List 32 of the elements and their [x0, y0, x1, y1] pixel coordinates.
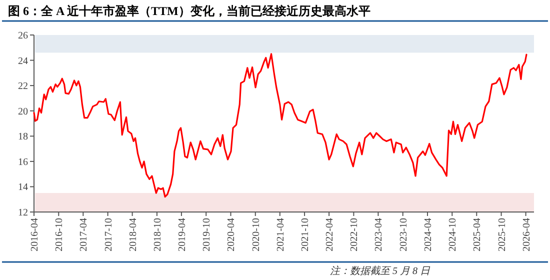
x-tick-label: 2022-04 [324, 218, 336, 252]
y-tick-label: 20 [18, 106, 28, 118]
y-tick-label: 16 [18, 156, 28, 168]
y-tick-label: 14 [18, 182, 28, 194]
x-tick-label: 2017-10 [103, 218, 114, 252]
chart-title: 图 6：全 A 近十年市盈率（TTM）变化，当前已经接近历史最高水平 [8, 4, 370, 18]
x-tick-label: 2016-10 [54, 218, 66, 252]
x-tick-label: 2025-04 [472, 218, 484, 252]
x-tick-label: 2021-10 [300, 218, 312, 252]
x-tick-label: 2018-10 [152, 218, 164, 252]
x-tick-label: 2021-04 [275, 218, 286, 252]
x-tick-label: 2023-10 [398, 218, 410, 252]
x-tick-label: 2018-04 [128, 218, 139, 252]
x-tick-label: 2020-04 [226, 218, 238, 252]
x-tick-label: 2023-04 [374, 218, 385, 252]
y-tick-label: 24 [18, 56, 28, 67]
x-tick-label: 2019-04 [176, 218, 188, 252]
x-tick-label: 2024-04 [422, 218, 434, 252]
text: 注：数据截至 5 月 8 日 [330, 265, 431, 277]
x-tick-label: 2016-04 [30, 218, 40, 252]
y-tick-label: 18 [18, 132, 28, 143]
x-tick-label: 2017-04 [78, 218, 90, 252]
x-tick-label: 2026-04 [521, 218, 532, 252]
x-tick-label: 2024-10 [448, 218, 459, 252]
y-tick-label: 22 [18, 81, 28, 92]
x-tick-label: 2019-10 [202, 218, 213, 252]
x-tick-label: 2025-10 [496, 218, 508, 252]
x-tick-label: 2022-10 [349, 218, 360, 252]
line-series [33, 53, 528, 198]
y-tick-label: 26 [18, 30, 28, 42]
y-tick-label: 12 [18, 208, 28, 218]
x-tick-label: 2020-10 [250, 218, 262, 252]
